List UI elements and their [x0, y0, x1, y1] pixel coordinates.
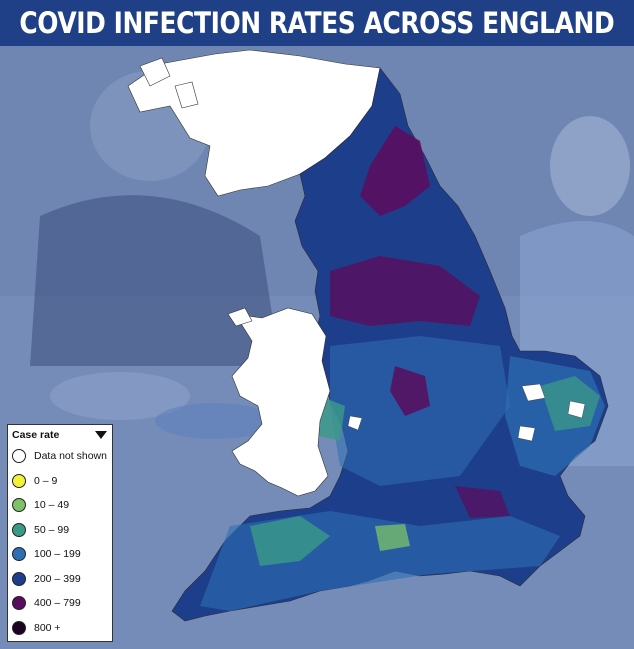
page-title: COVID INFECTION RATES ACROSS ENGLAND [19, 6, 615, 40]
hotspot-north-west [330, 256, 480, 326]
no-data-patch [517, 425, 536, 442]
triangle-down-icon[interactable] [95, 431, 107, 439]
hotspot-london [455, 486, 510, 518]
legend-swatch [12, 522, 26, 537]
legend-item-label: 50 – 99 [34, 523, 70, 536]
legend-item: Data not shown [8, 444, 112, 469]
wales-region [231, 307, 331, 497]
no-data-patch [347, 415, 363, 431]
anglesey-island [227, 307, 253, 327]
legend-item-label: 400 – 799 [34, 597, 81, 610]
legend-swatch [12, 547, 26, 562]
legend-item-label: 100 – 199 [34, 548, 81, 561]
legend-swatch [12, 498, 26, 513]
lower-rate-area [250, 516, 330, 566]
legend-title: Case rate [12, 429, 60, 441]
no-data-patch [521, 383, 546, 402]
legend-item: 800 + [8, 616, 112, 641]
hotspot-midlands [390, 366, 430, 416]
legend-item: 100 – 199 [8, 542, 112, 567]
legend-swatch [12, 620, 26, 635]
scotland-island [139, 57, 171, 87]
legend-header[interactable]: Case rate [8, 425, 112, 444]
legend-swatch [12, 571, 26, 586]
legend-swatch [12, 596, 26, 611]
legend-item: 0 – 9 [8, 469, 112, 494]
midlands-band [330, 336, 510, 486]
scotland-island [174, 81, 199, 109]
legend-item-label: 10 – 49 [34, 499, 70, 512]
legend-item: 10 – 49 [8, 493, 112, 518]
case-rate-legend: Case rate Data not shown 0 – 9 10 – 49 5… [7, 424, 113, 642]
legend-swatch [12, 473, 26, 488]
legend-item: 200 – 399 [8, 567, 112, 592]
legend-item-label: 800 + [34, 621, 61, 634]
legend-item-label: Data not shown [34, 450, 107, 463]
title-banner: COVID INFECTION RATES ACROSS ENGLAND [0, 0, 634, 46]
legend-swatch [12, 449, 26, 464]
hotspot-north-east [360, 126, 430, 216]
lower-rate-area [375, 524, 410, 551]
no-data-patch [567, 400, 586, 419]
legend-item-label: 200 – 399 [34, 572, 81, 585]
legend-item: 50 – 99 [8, 518, 112, 543]
england-infection-map [127, 49, 609, 622]
legend-item-label: 0 – 9 [34, 474, 58, 487]
legend-item: 400 – 799 [8, 591, 112, 616]
